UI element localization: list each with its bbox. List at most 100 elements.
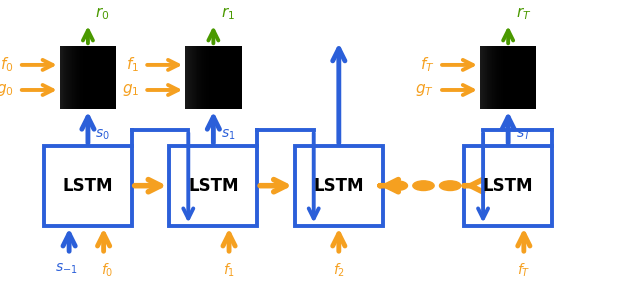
Bar [68, 46, 69, 109]
Bar [74, 46, 75, 109]
Bar [205, 46, 206, 109]
Circle shape [413, 181, 434, 191]
Text: $f_T$: $f_T$ [420, 55, 434, 74]
Bar [495, 46, 496, 109]
Bar [480, 46, 536, 109]
Bar [76, 46, 77, 109]
Bar [186, 46, 187, 109]
Text: $f_T$: $f_T$ [517, 261, 531, 278]
Text: $f_2$: $f_2$ [333, 261, 345, 278]
Bar [500, 46, 502, 109]
Bar [484, 46, 486, 109]
Bar [295, 146, 383, 225]
Bar [195, 46, 196, 109]
Bar [498, 46, 499, 109]
Bar [187, 46, 188, 109]
Bar [189, 46, 190, 109]
Bar [193, 46, 194, 109]
Bar [73, 46, 74, 109]
Bar [208, 46, 209, 109]
Text: $g_0$: $g_0$ [0, 82, 14, 98]
Bar [211, 46, 212, 109]
Bar [506, 46, 508, 109]
Bar [204, 46, 205, 109]
Text: $g_1$: $g_1$ [122, 82, 140, 98]
Bar [482, 46, 483, 109]
Bar [188, 46, 189, 109]
Bar [84, 46, 85, 109]
Bar [493, 46, 494, 109]
Bar [196, 46, 197, 109]
Bar [190, 46, 191, 109]
Bar [79, 46, 81, 109]
Text: $f_1$: $f_1$ [223, 261, 235, 278]
Bar [497, 46, 498, 109]
Bar [69, 46, 70, 109]
Bar [63, 46, 65, 109]
Bar [496, 46, 497, 109]
Bar [60, 46, 116, 109]
Bar [194, 46, 195, 109]
Bar [200, 46, 201, 109]
Text: $r_T$: $r_T$ [516, 5, 531, 22]
Bar [202, 46, 203, 109]
Bar [203, 46, 204, 109]
Text: $s_{-1}$: $s_{-1}$ [54, 261, 77, 275]
Bar [75, 46, 76, 109]
Bar [499, 46, 500, 109]
Bar [60, 46, 61, 109]
Bar [483, 46, 484, 109]
Bar [77, 46, 79, 109]
Text: $f_0$: $f_0$ [100, 261, 113, 278]
Bar [86, 46, 87, 109]
Bar [170, 146, 257, 225]
Bar [199, 46, 200, 109]
Bar [70, 46, 71, 109]
Bar [198, 46, 199, 109]
Bar [72, 46, 73, 109]
Bar [71, 46, 72, 109]
Bar [81, 46, 83, 109]
Bar [212, 46, 213, 109]
Bar [494, 46, 495, 109]
Bar [87, 46, 88, 109]
Bar [490, 46, 492, 109]
Circle shape [386, 181, 408, 191]
Bar [481, 46, 482, 109]
Bar [486, 46, 488, 109]
Bar [207, 46, 208, 109]
Text: $f_0$: $f_0$ [1, 55, 14, 74]
Bar [192, 46, 193, 109]
Bar [67, 46, 68, 109]
Text: $s_0$: $s_0$ [95, 127, 110, 142]
Bar [206, 46, 207, 109]
Bar [502, 46, 504, 109]
Text: $g_T$: $g_T$ [415, 82, 434, 98]
Bar [201, 46, 202, 109]
Text: LSTM: LSTM [188, 177, 239, 195]
Bar [464, 146, 552, 225]
Text: $r_1$: $r_1$ [221, 5, 235, 22]
Bar [44, 146, 132, 225]
Bar [65, 46, 67, 109]
Bar [85, 46, 86, 109]
Bar [504, 46, 506, 109]
Bar [210, 46, 211, 109]
Bar [185, 46, 242, 109]
Bar [83, 46, 84, 109]
Text: LSTM: LSTM [63, 177, 113, 195]
Bar [480, 46, 481, 109]
Text: LSTM: LSTM [314, 177, 364, 195]
Bar [185, 46, 186, 109]
Bar [492, 46, 493, 109]
Text: $s_1$: $s_1$ [221, 127, 236, 142]
Circle shape [440, 181, 461, 191]
Bar [61, 46, 63, 109]
Bar [191, 46, 192, 109]
Text: $f_1$: $f_1$ [126, 55, 140, 74]
Bar [197, 46, 198, 109]
Bar [488, 46, 490, 109]
Bar [209, 46, 210, 109]
Text: LSTM: LSTM [483, 177, 533, 195]
Text: $s_T$: $s_T$ [516, 127, 531, 142]
